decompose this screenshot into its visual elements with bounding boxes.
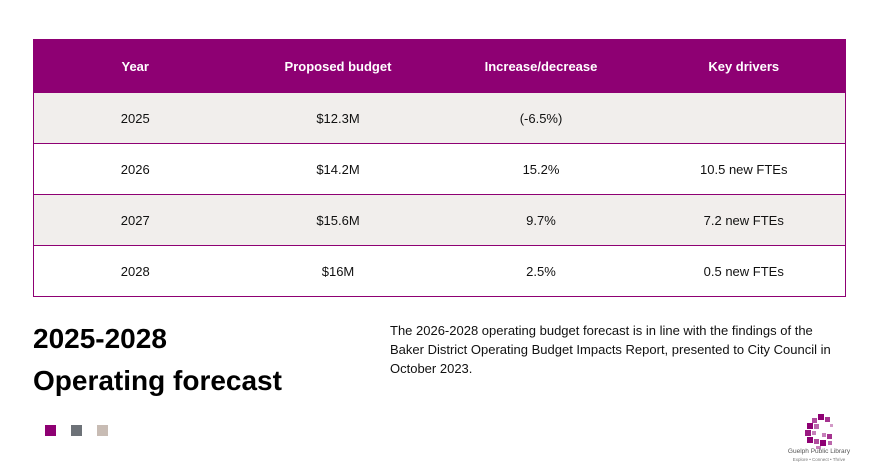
color-swatch-gray <box>71 425 82 436</box>
table-header-row: Year Proposed budget Increase/decrease K… <box>33 39 846 93</box>
library-logo-icon <box>805 414 833 449</box>
library-logo-text: Guelph Public Library Explore • Connect … <box>786 448 852 464</box>
header-key-drivers: Key drivers <box>642 39 846 93</box>
header-year: Year <box>33 39 237 93</box>
table-row: 2025 $12.3M (-6.5%) <box>33 92 846 144</box>
slide-title-line-1: 2025-2028 <box>33 323 167 354</box>
cell-increase-decrease: 2.5% <box>439 245 643 297</box>
table-row: 2028 $16M 2.5% 0.5 new FTEs <box>33 245 846 297</box>
library-tagline: Explore • Connect • Thrive <box>792 457 846 462</box>
slide-title: 2025-2028 Operating forecast <box>33 318 282 402</box>
cell-proposed-budget: $14.2M <box>236 143 440 195</box>
table-row: 2026 $14.2M 15.2% 10.5 new FTEs <box>33 143 846 195</box>
cell-year: 2025 <box>33 92 237 144</box>
cell-key-drivers: 7.2 new FTEs <box>642 194 846 246</box>
cell-proposed-budget: $15.6M <box>236 194 440 246</box>
cell-year: 2026 <box>33 143 237 195</box>
library-name: Guelph Public Library <box>787 448 851 455</box>
cell-increase-decrease: (-6.5%) <box>439 92 643 144</box>
cell-proposed-budget: $12.3M <box>236 92 440 144</box>
color-swatch-taupe <box>97 425 108 436</box>
cell-year: 2028 <box>33 245 237 297</box>
cell-key-drivers: 0.5 new FTEs <box>642 245 846 297</box>
slide-title-line-2: Operating forecast <box>33 365 282 396</box>
cell-key-drivers <box>642 92 846 144</box>
table-row: 2027 $15.6M 9.7% 7.2 new FTEs <box>33 194 846 246</box>
cell-year: 2027 <box>33 194 237 246</box>
cell-proposed-budget: $16M <box>236 245 440 297</box>
cell-increase-decrease: 15.2% <box>439 143 643 195</box>
header-increase-decrease: Increase/decrease <box>439 39 643 93</box>
cell-key-drivers: 10.5 new FTEs <box>642 143 846 195</box>
header-proposed-budget: Proposed budget <box>236 39 440 93</box>
budget-table: Year Proposed budget Increase/decrease K… <box>33 39 846 297</box>
forecast-note: The 2026-2028 operating budget forecast … <box>390 323 831 376</box>
color-swatch-purple <box>45 425 56 436</box>
cell-increase-decrease: 9.7% <box>439 194 643 246</box>
